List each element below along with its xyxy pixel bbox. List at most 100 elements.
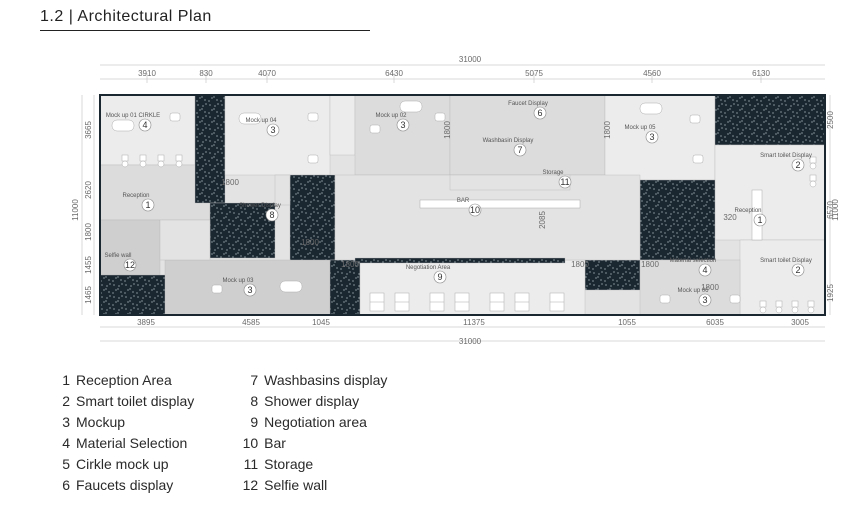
svg-text:10: 10 bbox=[470, 205, 480, 215]
svg-text:8: 8 bbox=[269, 210, 274, 220]
svg-text:Selfie wall: Selfie wall bbox=[104, 253, 131, 259]
legend-item: 1Reception Area bbox=[50, 370, 194, 391]
svg-text:2: 2 bbox=[795, 265, 800, 275]
legend-label: Material Selection bbox=[76, 435, 187, 451]
svg-text:11375: 11375 bbox=[463, 318, 485, 327]
svg-text:Material selection: Material selection bbox=[670, 258, 717, 264]
svg-text:11: 11 bbox=[560, 177, 569, 187]
svg-text:320: 320 bbox=[723, 213, 737, 222]
svg-text:Smart toilet Display: Smart toilet Display bbox=[760, 153, 812, 159]
svg-text:1925: 1925 bbox=[826, 284, 835, 302]
svg-text:5075: 5075 bbox=[525, 69, 543, 78]
svg-text:Mock up 04: Mock up 04 bbox=[245, 118, 277, 124]
svg-text:1800: 1800 bbox=[301, 238, 319, 247]
legend-number: 12 bbox=[238, 475, 258, 496]
svg-text:4: 4 bbox=[702, 265, 707, 275]
legend-label: Shower display bbox=[264, 393, 359, 409]
legend-item: 6 Faucets display bbox=[50, 475, 194, 496]
svg-text:Reception: Reception bbox=[122, 193, 149, 199]
legend-number: 3 bbox=[50, 412, 70, 433]
legend-number: 1 bbox=[50, 370, 70, 391]
legend-number: 10 bbox=[238, 433, 258, 454]
svg-text:6: 6 bbox=[537, 108, 542, 118]
svg-text:1800: 1800 bbox=[341, 260, 359, 269]
legend-label: Smart toilet display bbox=[76, 393, 194, 409]
svg-text:1: 1 bbox=[145, 200, 150, 210]
svg-text:1800: 1800 bbox=[571, 260, 589, 269]
legend-item: 9 Negotiation area bbox=[238, 412, 387, 433]
legend-number: 8 bbox=[238, 391, 258, 412]
svg-text:4070: 4070 bbox=[258, 69, 276, 78]
legend-number: 9 bbox=[238, 412, 258, 433]
svg-text:3: 3 bbox=[400, 120, 405, 130]
legend-label: Storage bbox=[264, 456, 313, 472]
svg-text:Mock up 03: Mock up 03 bbox=[222, 278, 254, 284]
svg-text:3: 3 bbox=[649, 132, 654, 142]
svg-text:1045: 1045 bbox=[312, 318, 330, 327]
svg-text:1800: 1800 bbox=[84, 223, 93, 241]
legend-item: 8 Shower display bbox=[238, 391, 387, 412]
svg-text:6035: 6035 bbox=[706, 318, 724, 327]
legend-number: 7 bbox=[238, 370, 258, 391]
legend-label: Negotiation area bbox=[264, 414, 367, 430]
legend-label: Cirkle mock up bbox=[76, 456, 169, 472]
legend-label: Faucets display bbox=[76, 477, 173, 493]
svg-text:3665: 3665 bbox=[84, 121, 93, 139]
legend-item: 3 Mockup bbox=[50, 412, 194, 433]
svg-text:Faucet Display: Faucet Display bbox=[508, 101, 548, 107]
legend-item: 4 Material Selection bbox=[50, 433, 194, 454]
svg-text:6430: 6430 bbox=[385, 69, 403, 78]
svg-text:1800: 1800 bbox=[701, 283, 719, 292]
legend-number: 4 bbox=[50, 433, 70, 454]
svg-text:2085: 2085 bbox=[538, 211, 547, 229]
legend-label: Mockup bbox=[76, 414, 125, 430]
svg-text:Mock up 02: Mock up 02 bbox=[375, 113, 407, 119]
svg-text:Smart toilet Display: Smart toilet Display bbox=[760, 258, 812, 264]
svg-text:3895: 3895 bbox=[137, 318, 155, 327]
svg-text:2500: 2500 bbox=[826, 111, 835, 129]
svg-text:3: 3 bbox=[270, 125, 275, 135]
svg-text:4585: 4585 bbox=[242, 318, 260, 327]
svg-text:Washbasin Display: Washbasin Display bbox=[483, 138, 534, 144]
plan-svg: 4Mock up 01 CIRKLE3Mock up 043Mock up 02… bbox=[40, 55, 840, 345]
svg-text:11000: 11000 bbox=[71, 199, 80, 221]
svg-text:1: 1 bbox=[757, 215, 762, 225]
legend-item: 10 Bar bbox=[238, 433, 387, 454]
svg-text:830: 830 bbox=[199, 69, 213, 78]
svg-text:3005: 3005 bbox=[791, 318, 809, 327]
svg-text:1455: 1455 bbox=[84, 256, 93, 274]
svg-text:6130: 6130 bbox=[752, 69, 770, 78]
svg-text:11000: 11000 bbox=[831, 199, 840, 221]
svg-text:3: 3 bbox=[247, 285, 252, 295]
legend-number: 2 bbox=[50, 391, 70, 412]
svg-text:2: 2 bbox=[795, 160, 800, 170]
legend-item: 12 Selfie wall bbox=[238, 475, 387, 496]
title-underline bbox=[40, 30, 370, 31]
legend-label: Washbasins display bbox=[264, 372, 387, 388]
legend-number: 11 bbox=[238, 454, 258, 475]
legend-item: 11 Storage bbox=[238, 454, 387, 475]
legend-item: 2 Smart toilet display bbox=[50, 391, 194, 412]
architectural-plan: 4Mock up 01 CIRKLE3Mock up 043Mock up 02… bbox=[40, 55, 840, 345]
svg-text:7: 7 bbox=[517, 145, 522, 155]
svg-text:BAR: BAR bbox=[457, 198, 470, 204]
svg-text:1055: 1055 bbox=[618, 318, 636, 327]
legend-label: Bar bbox=[264, 435, 286, 451]
legend-number: 6 bbox=[50, 475, 70, 496]
legend-number: 5 bbox=[50, 454, 70, 475]
page-title: 1.2 | Architectural Plan bbox=[40, 8, 212, 26]
svg-text:Storage: Storage bbox=[542, 170, 564, 176]
svg-text:2620: 2620 bbox=[84, 181, 93, 199]
svg-text:4: 4 bbox=[142, 120, 147, 130]
svg-text:3: 3 bbox=[702, 295, 707, 305]
svg-text:Negotiation Area: Negotiation Area bbox=[406, 265, 451, 271]
svg-text:31000: 31000 bbox=[459, 55, 482, 64]
legend-item: 5 Cirkle mock up bbox=[50, 454, 194, 475]
svg-text:Mock up 05: Mock up 05 bbox=[624, 125, 656, 131]
svg-text:1800: 1800 bbox=[641, 260, 659, 269]
svg-text:3910: 3910 bbox=[138, 69, 156, 78]
svg-text:Reception: Reception bbox=[734, 208, 761, 214]
svg-text:1800: 1800 bbox=[221, 178, 239, 187]
legend-label: Selfie wall bbox=[264, 477, 327, 493]
svg-text:4560: 4560 bbox=[643, 69, 661, 78]
